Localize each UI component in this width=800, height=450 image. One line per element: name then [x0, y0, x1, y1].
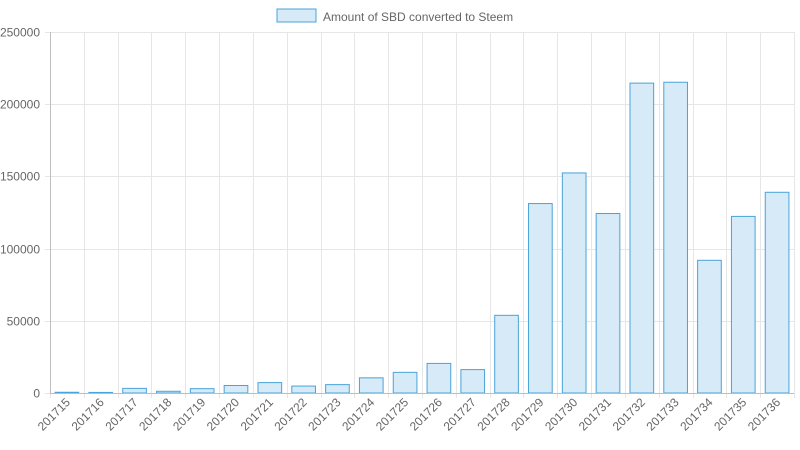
bar[interactable] — [291, 385, 316, 394]
bars — [54, 81, 790, 394]
bar[interactable] — [764, 191, 790, 394]
legend-label: Amount of SBD converted to Steem — [323, 10, 513, 24]
x-tick-label: 201731 — [576, 395, 614, 433]
y-tick-label: 0 — [33, 387, 40, 401]
bar[interactable] — [325, 384, 350, 394]
x-tick-label: 201716 — [69, 395, 107, 433]
bar[interactable] — [629, 82, 655, 394]
x-tick-label: 201736 — [745, 395, 783, 433]
bar[interactable] — [156, 390, 181, 394]
y-tick-label: 200000 — [0, 98, 40, 112]
bar[interactable] — [189, 388, 215, 394]
bar[interactable] — [358, 377, 384, 394]
bar[interactable] — [122, 387, 147, 394]
legend-swatch — [276, 8, 317, 23]
x-tick-label: 201715 — [35, 395, 73, 433]
bar[interactable] — [460, 369, 486, 394]
bar[interactable] — [54, 391, 80, 394]
bar[interactable] — [697, 259, 722, 394]
gridlines — [45, 32, 795, 398]
bar[interactable] — [426, 362, 452, 394]
bar[interactable] — [595, 213, 621, 394]
x-tick-label: 201727 — [441, 395, 479, 433]
x-tick-label: 201732 — [610, 395, 648, 433]
y-tick-label: 100000 — [0, 243, 40, 257]
x-tick-label: 201725 — [373, 395, 411, 433]
axes — [50, 32, 794, 394]
y-tick-labels: 0 50000 100000 150000 200000 250000 — [0, 26, 40, 401]
bar[interactable] — [257, 382, 283, 394]
legend[interactable]: Amount of SBD converted to Steem — [276, 8, 513, 24]
y-tick-label: 150000 — [0, 170, 40, 184]
bar[interactable] — [223, 384, 249, 394]
x-tick-label: 201729 — [508, 395, 546, 433]
bar[interactable] — [561, 172, 587, 394]
x-tick-label: 201726 — [407, 395, 445, 433]
bar[interactable] — [663, 81, 688, 394]
x-tick-label: 201733 — [644, 395, 682, 433]
x-tick-label: 201722 — [272, 395, 310, 433]
bar[interactable] — [730, 215, 756, 394]
x-tick-label: 201721 — [238, 395, 276, 433]
x-tick-label: 201734 — [677, 395, 715, 433]
x-tick-label: 201718 — [136, 395, 174, 433]
x-tick-label: 201717 — [102, 395, 140, 433]
x-tick-label: 201730 — [542, 395, 580, 433]
bar[interactable] — [528, 203, 553, 394]
x-tick-label: 201728 — [474, 395, 512, 433]
bar[interactable] — [494, 314, 519, 394]
x-tick-label: 201720 — [204, 395, 242, 433]
bar[interactable] — [88, 391, 114, 394]
y-tick-label: 250000 — [0, 26, 40, 40]
x-tick-label: 201724 — [339, 395, 377, 433]
x-tick-labels: 2017152017162017172017182017192017202017… — [35, 395, 784, 433]
x-tick-label: 201723 — [305, 395, 343, 433]
bar[interactable] — [392, 371, 418, 394]
x-tick-label: 201735 — [711, 395, 749, 433]
x-tick-label: 201719 — [170, 395, 208, 433]
y-tick-label: 50000 — [7, 315, 41, 329]
